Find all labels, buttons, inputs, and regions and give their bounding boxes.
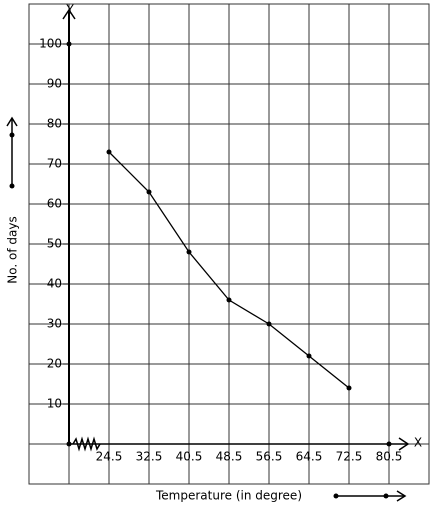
x-label-dot [383, 493, 389, 499]
axis-break [72, 436, 101, 452]
x-tick-label: 48.5 [216, 450, 243, 464]
y-tick-label: 10 [47, 397, 62, 411]
y-label-arrowhead [6, 116, 18, 127]
y-tick-label: 30 [47, 317, 62, 331]
point [186, 249, 192, 255]
y-tick-label: 70 [47, 157, 62, 171]
x-arrow [398, 437, 410, 451]
origin-dot [66, 441, 72, 447]
x-axis-label: Temperature (in degree) [155, 489, 302, 503]
x-axis-name: X [414, 436, 422, 450]
y-tick-label: 100 [39, 37, 62, 51]
y-tick-dot [66, 41, 72, 47]
x-label-dot [333, 493, 339, 499]
x-tick-label: 24.5 [96, 450, 123, 464]
point [306, 353, 312, 359]
y-axis-label: No. of days [6, 216, 20, 283]
y-label-dot [9, 183, 15, 189]
grid [29, 4, 429, 484]
y-axis-name: Y [65, 3, 74, 17]
y-tick-label: 50 [47, 237, 62, 251]
x-tick-dot [386, 441, 392, 447]
y-tick-label: 40 [47, 277, 62, 291]
point [266, 321, 272, 327]
y-tick-label: 20 [47, 357, 62, 371]
point [146, 189, 152, 195]
x-label-arrowhead [396, 490, 407, 502]
y-tick-label: 80 [47, 117, 62, 131]
x-tick-label: 80.5 [376, 450, 403, 464]
point [226, 297, 232, 303]
y-tick-label: 90 [47, 77, 62, 91]
x-tick-label: 56.5 [256, 450, 283, 464]
point [346, 385, 352, 391]
point [106, 149, 112, 155]
x-tick-label: 64.5 [296, 450, 323, 464]
y-tick-label: 60 [47, 197, 62, 211]
x-tick-label: 32.5 [136, 450, 163, 464]
x-tick-label: 72.5 [336, 450, 363, 464]
y-label-dot [9, 132, 15, 138]
y-arrow [62, 8, 76, 20]
x-tick-label: 40.5 [176, 450, 203, 464]
